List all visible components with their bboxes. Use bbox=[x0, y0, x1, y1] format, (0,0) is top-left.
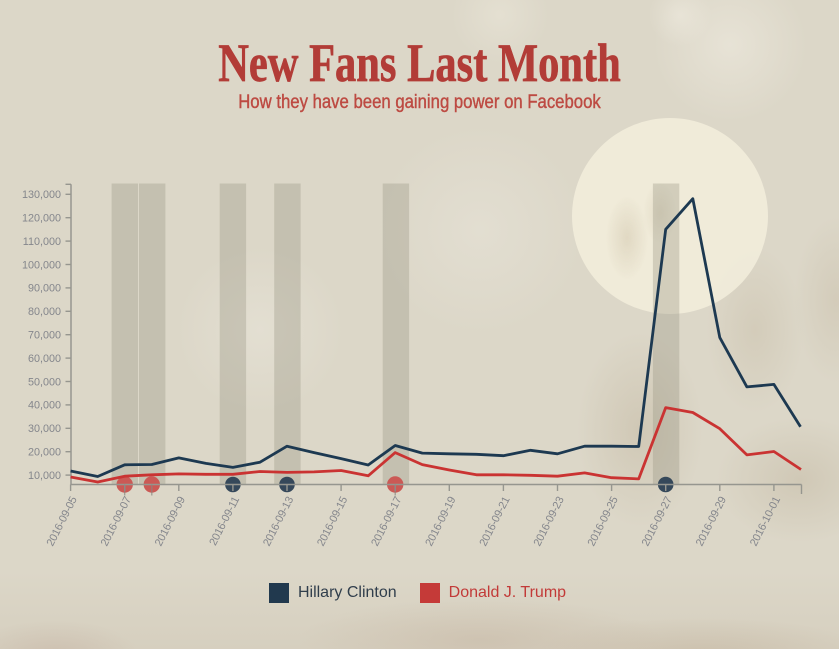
svg-text:60,000: 60,000 bbox=[28, 353, 61, 365]
svg-text:2016-09-21: 2016-09-21 bbox=[477, 495, 512, 548]
svg-text:2016-09-27: 2016-09-27 bbox=[640, 495, 675, 548]
svg-text:2016-09-13: 2016-09-13 bbox=[261, 495, 296, 548]
svg-text:2016-09-29: 2016-09-29 bbox=[694, 495, 729, 548]
svg-text:2016-10-01: 2016-10-01 bbox=[748, 495, 783, 548]
svg-text:70,000: 70,000 bbox=[28, 330, 61, 342]
svg-text:2016-09-11: 2016-09-11 bbox=[207, 495, 242, 548]
svg-text:2016-09-05: 2016-09-05 bbox=[45, 495, 80, 548]
svg-text:2016-09-07: 2016-09-07 bbox=[99, 495, 134, 548]
svg-text:100,000: 100,000 bbox=[22, 259, 61, 271]
svg-text:110,000: 110,000 bbox=[23, 236, 61, 248]
svg-text:20,000: 20,000 bbox=[28, 447, 61, 459]
svg-text:2016-09-15: 2016-09-15 bbox=[315, 495, 350, 548]
svg-text:10,000: 10,000 bbox=[28, 470, 61, 482]
svg-text:2016-09-17: 2016-09-17 bbox=[369, 495, 404, 548]
svg-text:130,000: 130,000 bbox=[22, 189, 61, 201]
svg-text:30,000: 30,000 bbox=[28, 423, 61, 435]
svg-text:80,000: 80,000 bbox=[28, 306, 61, 318]
svg-text:40,000: 40,000 bbox=[28, 400, 61, 412]
svg-text:2016-09-23: 2016-09-23 bbox=[532, 495, 567, 548]
svg-text:2016-09-19: 2016-09-19 bbox=[423, 495, 458, 548]
svg-text:90,000: 90,000 bbox=[28, 283, 61, 295]
svg-text:120,000: 120,000 bbox=[22, 213, 61, 225]
svg-text:50,000: 50,000 bbox=[28, 376, 61, 388]
svg-text:2016-09-25: 2016-09-25 bbox=[586, 495, 621, 548]
svg-text:2016-09-09: 2016-09-09 bbox=[153, 495, 188, 548]
